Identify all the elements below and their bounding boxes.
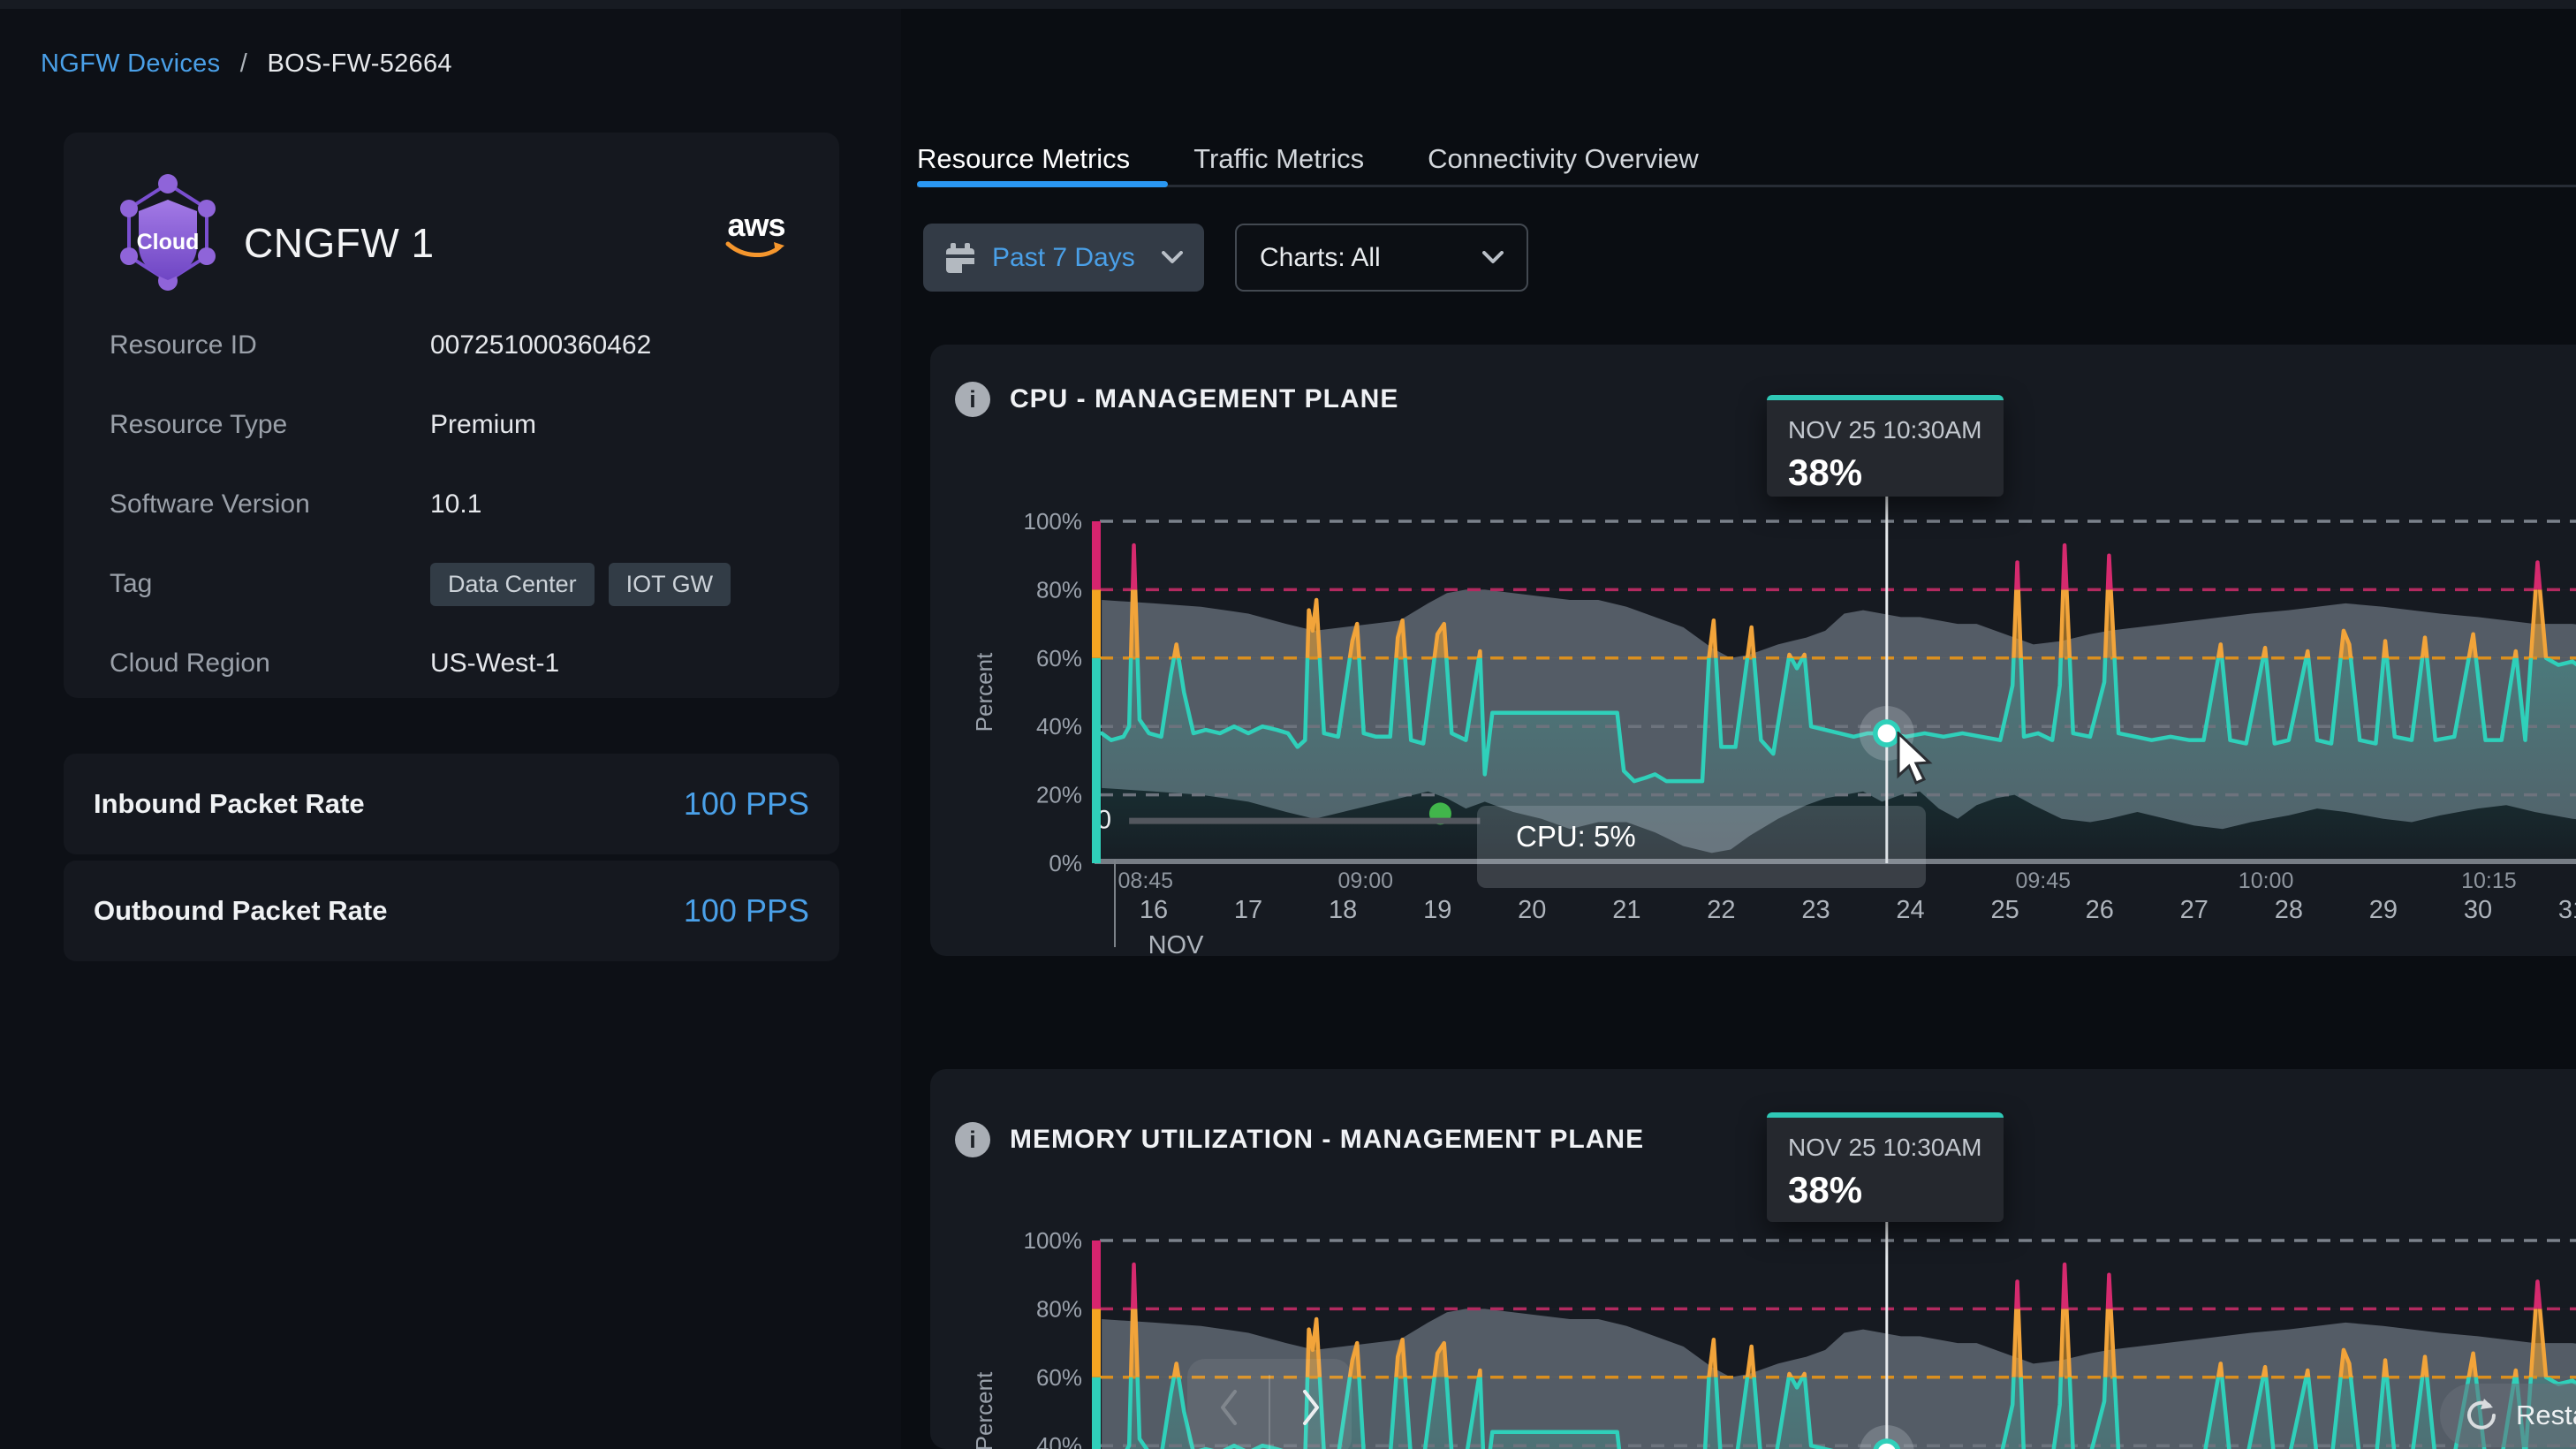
chevron-left-icon xyxy=(1217,1388,1240,1427)
device-info-card: Cloud CNGFW 1 aws Resource ID 0072510003… xyxy=(64,133,839,698)
svg-text:17: 17 xyxy=(1234,896,1262,924)
svg-text:19: 19 xyxy=(1423,896,1451,924)
svg-text:20: 20 xyxy=(1518,896,1546,924)
restart-button[interactable]: Restart xyxy=(2440,1384,2576,1447)
stat-label: Inbound Packet Rate xyxy=(94,788,365,820)
device-name: CNGFW 1 xyxy=(244,219,435,267)
svg-text:40%: 40% xyxy=(1036,713,1082,740)
cpu-series-tooltip: CPU: 5% xyxy=(1477,806,1926,888)
chevron-down-icon xyxy=(1482,251,1504,264)
svg-text:100%: 100% xyxy=(1024,1227,1083,1254)
field-tag: Tag Data Center IOT GW xyxy=(110,544,799,624)
time-range-value: Past 7 Days xyxy=(992,243,1135,273)
top-bar xyxy=(0,0,2576,9)
svg-text:26: 26 xyxy=(2086,896,2114,924)
time-range-dropdown[interactable]: Past 7 Days xyxy=(923,224,1204,292)
svg-text:27: 27 xyxy=(2180,896,2209,924)
cpu-management-plane-chart-card: 00%20%40%60%80%100%Percent08:4509:0009:4… xyxy=(930,345,2576,956)
tab-connectivity-overview[interactable]: Connectivity Overview xyxy=(1428,143,1699,175)
svg-text:80%: 80% xyxy=(1036,576,1082,603)
svg-text:40%: 40% xyxy=(1036,1432,1082,1449)
svg-text:08:45: 08:45 xyxy=(1118,869,1174,893)
svg-text:20%: 20% xyxy=(1036,782,1082,808)
tab-resource-metrics[interactable]: Resource Metrics xyxy=(917,143,1130,175)
chevron-right-icon xyxy=(1299,1388,1322,1427)
field-cloud-region: Cloud Region US-West-1 xyxy=(110,624,799,703)
svg-text:Percent: Percent xyxy=(971,652,997,732)
svg-text:NOV: NOV xyxy=(1148,931,1205,956)
info-icon[interactable]: i xyxy=(955,1122,990,1157)
tag-chip: IOT GW xyxy=(609,563,731,606)
tooltip-date: NOV 25 10:30AM xyxy=(1788,416,2004,444)
chart-title: CPU - MANAGEMENT PLANE xyxy=(1010,384,1398,414)
cpu-series-tooltip-label: CPU: 5% xyxy=(1516,820,1926,853)
breadcrumb-current: BOS-FW-52664 xyxy=(267,49,451,78)
restart-icon xyxy=(2463,1397,2500,1434)
chevron-down-icon xyxy=(1162,251,1183,264)
tooltip-date: NOV 25 10:30AM xyxy=(1788,1134,2004,1162)
tab-bar: Resource Metrics Traffic Metrics Connect… xyxy=(917,143,1699,175)
svg-text:30: 30 xyxy=(2464,896,2492,924)
svg-text:21: 21 xyxy=(1612,896,1640,924)
pager-prev-button[interactable] xyxy=(1187,1359,1269,1449)
svg-text:16: 16 xyxy=(1140,896,1168,924)
charts-filter-value: Charts: All xyxy=(1260,243,1381,273)
svg-text:09:45: 09:45 xyxy=(2015,869,2071,893)
svg-text:100%: 100% xyxy=(1024,508,1083,535)
svg-text:25: 25 xyxy=(1990,896,2019,924)
tab-traffic-metrics[interactable]: Traffic Metrics xyxy=(1193,143,1364,175)
svg-text:31: 31 xyxy=(2558,896,2576,924)
aws-logo-icon: aws xyxy=(724,210,788,265)
svg-text:Cloud: Cloud xyxy=(137,230,200,254)
outbound-packet-rate-card: Outbound Packet Rate 100 PPS xyxy=(64,861,839,961)
svg-text:10:00: 10:00 xyxy=(2239,869,2294,893)
device-fields: Resource ID 007251000360462 Resource Typ… xyxy=(110,306,799,703)
stat-value: 100 PPS xyxy=(684,892,809,929)
cloud-firewall-icon: Cloud xyxy=(115,173,221,292)
active-tab-underline xyxy=(917,181,1168,187)
svg-text:24: 24 xyxy=(1896,896,1924,924)
svg-text:28: 28 xyxy=(2275,896,2303,924)
tooltip-value: 38% xyxy=(1788,1169,2004,1211)
svg-text:09:00: 09:00 xyxy=(1337,869,1393,893)
info-icon[interactable]: i xyxy=(955,382,990,417)
svg-text:10:15: 10:15 xyxy=(2461,869,2517,893)
breadcrumb-link-ngfw-devices[interactable]: NGFW Devices xyxy=(41,49,220,78)
svg-text:18: 18 xyxy=(1329,896,1357,924)
svg-text:22: 22 xyxy=(1707,896,1735,924)
breadcrumb-separator: / xyxy=(240,49,247,78)
svg-text:60%: 60% xyxy=(1036,1364,1082,1391)
stat-label: Outbound Packet Rate xyxy=(94,895,387,927)
chart-title: MEMORY UTILIZATION - MANAGEMENT PLANE xyxy=(1010,1125,1644,1155)
tag-chip: Data Center xyxy=(430,563,595,606)
svg-text:80%: 80% xyxy=(1036,1295,1082,1322)
field-software-version: Software Version 10.1 xyxy=(110,465,799,544)
charts-filter-dropdown[interactable]: Charts: All xyxy=(1235,224,1528,292)
memory-utilization-chart-card: 040%60%80%100%Percent08:4509:0009:4510:0… xyxy=(930,1069,2576,1449)
field-resource-type: Resource Type Premium xyxy=(110,385,799,465)
tooltip-value: 38% xyxy=(1788,451,2004,494)
svg-text:60%: 60% xyxy=(1036,645,1082,671)
chart-pager xyxy=(1187,1359,1352,1449)
svg-text:23: 23 xyxy=(1801,896,1830,924)
field-resource-id: Resource ID 007251000360462 xyxy=(110,306,799,385)
hover-tooltip: NOV 25 10:30AM 38% xyxy=(1767,395,2004,497)
calendar-icon xyxy=(944,241,976,275)
stat-value: 100 PPS xyxy=(684,785,809,823)
breadcrumb: NGFW Devices / BOS-FW-52664 xyxy=(41,49,452,79)
svg-text:Percent: Percent xyxy=(971,1371,997,1449)
restart-label: Restart xyxy=(2516,1400,2576,1431)
hover-tooltip: NOV 25 10:30AM 38% xyxy=(1767,1112,2004,1222)
inbound-packet-rate-card: Inbound Packet Rate 100 PPS xyxy=(64,754,839,854)
svg-text:0%: 0% xyxy=(1049,850,1082,876)
pager-next-button[interactable] xyxy=(1269,1359,1352,1449)
svg-text:29: 29 xyxy=(2369,896,2398,924)
